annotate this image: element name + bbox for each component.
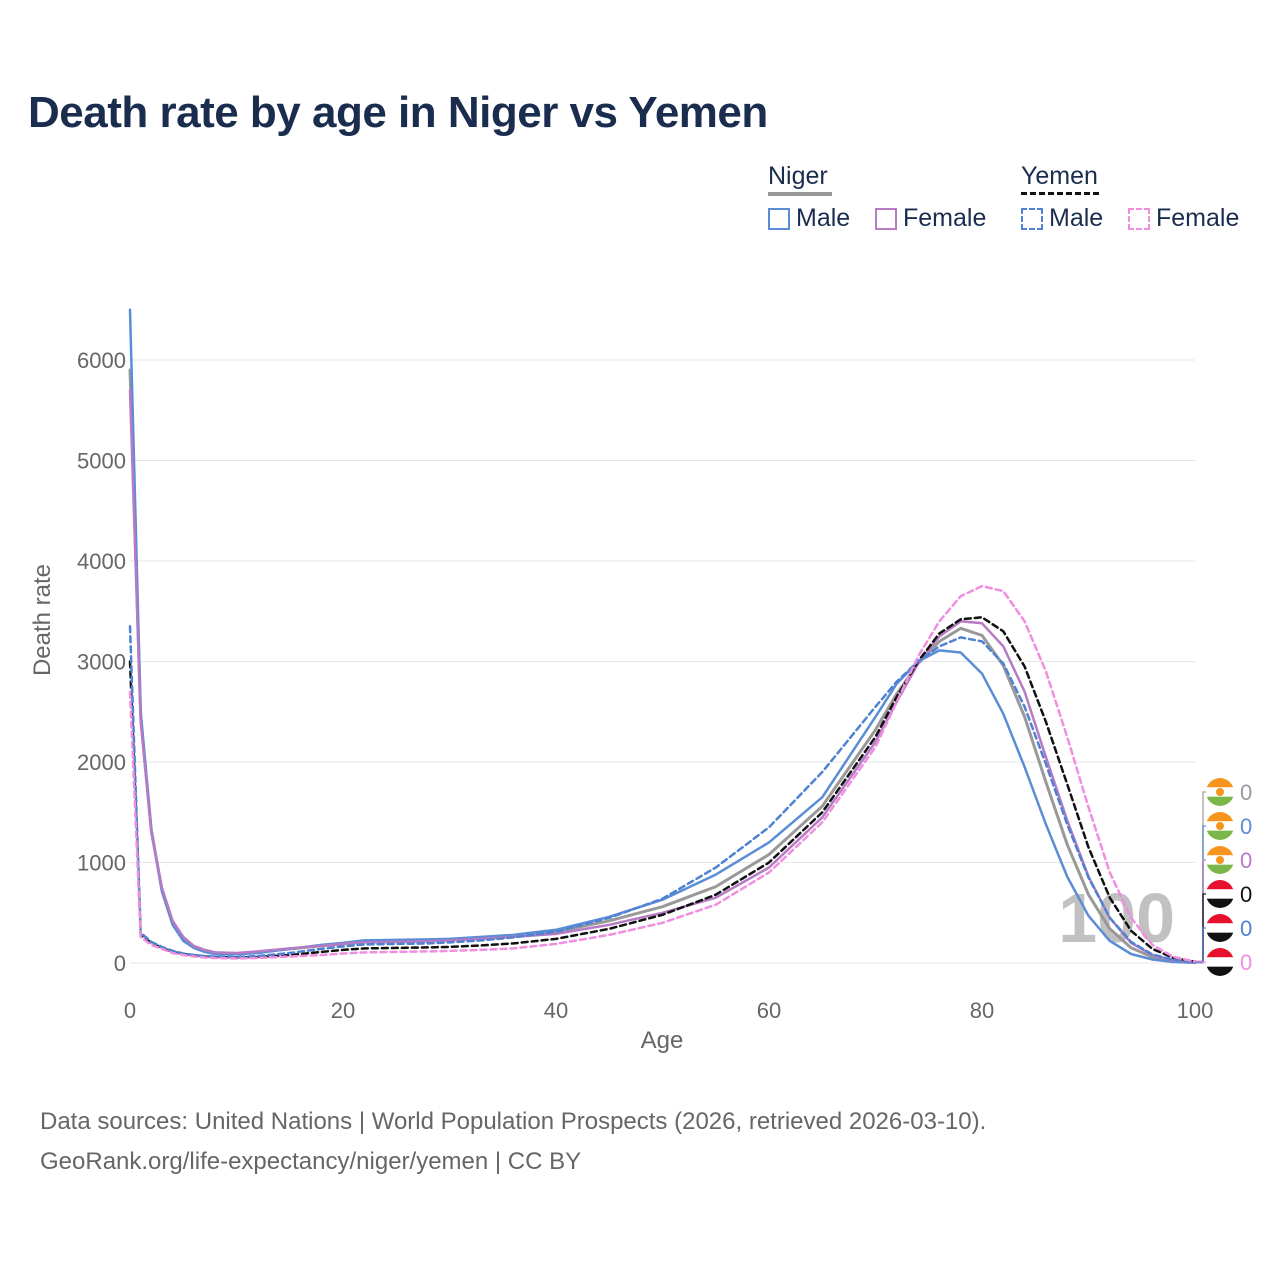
legend-item-niger-male[interactable]: Male	[768, 204, 850, 233]
y-tick-label: 4000	[77, 549, 126, 574]
legend-group-niger-line	[768, 192, 832, 196]
legend-label-niger-male: Male	[796, 204, 851, 232]
legend-item-yemen-female[interactable]: Female	[1128, 204, 1239, 233]
end-label-value: 0	[1240, 950, 1252, 975]
legend-swatch-yemen-male	[1021, 207, 1043, 230]
flag-icon-niger	[1206, 812, 1234, 840]
legend-swatch-yemen-female	[1128, 207, 1150, 230]
axes: 0 1000 2000 3000 4000 5000 6000 0 20 40 60 80 100	[77, 348, 1213, 1023]
end-label-value: 0	[1240, 780, 1252, 805]
grid-lines	[130, 359, 1195, 964]
legend-label-niger-female: Female	[903, 204, 987, 232]
y-tick-label: 5000	[77, 449, 126, 474]
y-tick-label: 2000	[77, 750, 126, 775]
series-lines	[128, 308, 1197, 964]
legend-label-yemen-male: Male	[1049, 204, 1104, 232]
x-tick-label: 80	[970, 998, 994, 1023]
series-line-yemen-male	[128, 625, 1197, 964]
flag-icon-niger	[1206, 846, 1234, 874]
flag-icon-niger	[1206, 778, 1234, 806]
source-line-2[interactable]: GeoRank.org/life-expectancy/niger/yemen …	[40, 1148, 582, 1175]
legend-item-yemen-male[interactable]: Male	[1021, 204, 1103, 233]
flag-icon-yemen	[1206, 880, 1234, 908]
x-tick-label: 0	[124, 998, 136, 1023]
legend-group-niger-label: Niger	[768, 162, 828, 190]
end-label-value: 0	[1240, 916, 1252, 941]
series-line-niger-total	[128, 368, 1197, 964]
end-label-value: 0	[1240, 848, 1252, 873]
series-line-yemen-female	[128, 584, 1197, 963]
legend-swatch-niger-male	[768, 207, 790, 230]
legend-group-yemen-label: Yemen	[1021, 162, 1098, 190]
y-axis-label: Death rate	[29, 564, 56, 676]
series-line-niger-male	[128, 308, 1197, 964]
series-line-yemen-total	[128, 616, 1197, 963]
chart-title: Death rate by age in Niger vs Yemen	[28, 88, 768, 137]
source-line-1: Data sources: United Nations | World Pop…	[40, 1108, 987, 1135]
x-axis-label: Age	[641, 1027, 684, 1054]
y-tick-label: 6000	[77, 348, 126, 373]
end-label-value: 0	[1240, 882, 1252, 907]
end-label-value: 0	[1240, 814, 1252, 839]
x-tick-label: 40	[544, 998, 568, 1023]
flag-icon-yemen	[1206, 948, 1234, 976]
chart-plot: 0 1000 2000 3000 4000 5000 6000 0 20 40 60 80 100 10…	[29, 308, 1252, 1054]
series-line-niger-female	[128, 388, 1197, 964]
legend-group-niger[interactable]: Niger	[768, 162, 832, 196]
legend-label-yemen-female: Female	[1156, 204, 1240, 232]
legend-group-yemen-line	[1021, 192, 1099, 195]
y-tick-label: 3000	[77, 650, 126, 675]
legend-group-yemen[interactable]: Yemen	[1021, 162, 1099, 195]
end-labels: 0 0 0 0 0 0	[1195, 778, 1252, 976]
x-tick-label: 20	[331, 998, 355, 1023]
y-tick-label: 0	[114, 951, 126, 976]
x-tick-label: 60	[757, 998, 781, 1023]
legend-swatch-niger-female	[875, 207, 897, 230]
x-tick-label: 100	[1177, 998, 1214, 1023]
y-tick-label: 1000	[77, 851, 126, 876]
flag-icon-yemen	[1206, 914, 1234, 942]
legend-item-niger-female[interactable]: Female	[875, 204, 986, 233]
